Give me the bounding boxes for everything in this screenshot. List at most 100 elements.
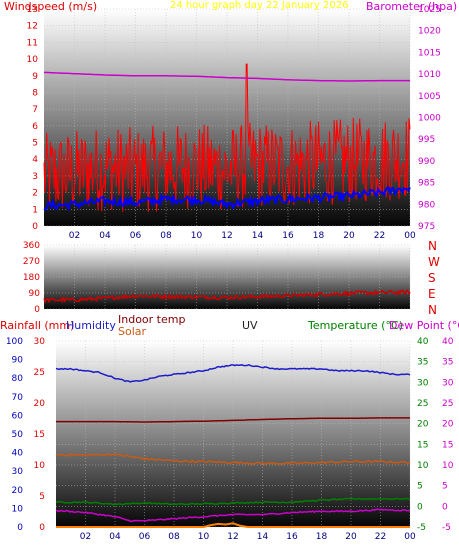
barometer-tick-label: 995 <box>418 135 435 145</box>
barometer-tick-label: 1000 <box>418 114 441 124</box>
barometer-axis-title: Barometer (hpa) <box>366 0 457 13</box>
x-tick-label: 06 <box>139 532 151 542</box>
temperature-tick-label: -5 <box>417 523 426 533</box>
windspeed-tick-label: 6 <box>32 122 38 132</box>
x-tick-label: 02 <box>69 231 80 241</box>
barometer-series <box>43 71 410 82</box>
humidity-tick-label: 0 <box>17 523 23 533</box>
x-tick-label: 16 <box>286 532 298 542</box>
windspeed-tick-label: 1 <box>32 205 38 215</box>
rainfall-tick-label: 15 <box>34 430 45 440</box>
wind-barometer-panel: 0123456789101112139759809859909951000100… <box>4 0 457 241</box>
dew-point-tick-label: 35 <box>442 358 453 368</box>
x-tick-label: 10 <box>191 231 203 241</box>
x-tick-label: 14 <box>257 532 269 542</box>
humidity-tick-label: 40 <box>12 449 24 459</box>
windspeed-series <box>43 185 411 212</box>
direction-tick-label: 270 <box>23 257 40 267</box>
humidity-tick-label: 100 <box>6 337 23 347</box>
windspeed-tick-label: 10 <box>27 55 39 65</box>
temperature-tick-label: 35 <box>417 358 428 368</box>
temperature-tick-label: 25 <box>417 399 428 409</box>
barometer-tick-label: 980 <box>418 200 435 210</box>
temperature-tick-label: 15 <box>417 440 428 450</box>
barometer-tick-label: 990 <box>418 157 435 167</box>
legend-rainfall: Rainfall (mm) <box>0 319 74 332</box>
humidity-tick-label: 20 <box>12 486 24 496</box>
barometer-tick-label: 1005 <box>418 92 441 102</box>
solar-series <box>55 452 411 466</box>
legend-humidity: Humidity <box>66 319 116 332</box>
dew-point-series <box>55 508 411 523</box>
humidity-tick-label: 60 <box>12 411 24 421</box>
windspeed-tick-label: 7 <box>32 105 38 115</box>
windspeed-tick-label: 4 <box>32 155 38 165</box>
compass-label: E <box>428 287 436 301</box>
compass-label: N <box>428 303 437 317</box>
direction-tick-label: 90 <box>29 289 41 299</box>
direction-tick-label: 0 <box>34 305 40 315</box>
windspeed-tick-label: 3 <box>32 172 38 182</box>
rainfall-tick-label: 10 <box>34 461 46 471</box>
windspeed-tick-label: 2 <box>32 189 38 199</box>
x-tick-label: 22 <box>375 532 386 542</box>
windgust-series <box>43 63 411 213</box>
humidity-tick-label: 30 <box>12 467 24 477</box>
barometer-tick-label: 1025 <box>418 5 441 15</box>
dew-point-tick-label: -5 <box>442 523 451 533</box>
rainfall-series <box>56 522 410 528</box>
rainfall-tick-label: 25 <box>34 368 45 378</box>
dew-point-tick-label: 25 <box>442 399 453 409</box>
dew-point-tick-label: 10 <box>442 461 454 471</box>
x-tick-label: 00 <box>404 532 416 542</box>
legend-indoor-temp: Indoor temp <box>118 313 185 326</box>
barometer-tick-label: 985 <box>418 179 435 189</box>
barometer-tick-label: 1010 <box>418 70 441 80</box>
humidity-tick-label: 50 <box>12 430 24 440</box>
x-tick-label: 12 <box>227 532 238 542</box>
compass-label: S <box>428 271 436 285</box>
temperature-tick-label: 0 <box>417 502 423 512</box>
x-tick-label: 14 <box>252 231 264 241</box>
windspeed-tick-label: 5 <box>32 139 38 149</box>
humidity-series <box>55 363 411 383</box>
rainfall-tick-label: 20 <box>34 399 46 409</box>
barometer-tick-label: 1015 <box>418 48 441 58</box>
x-tick-label: 04 <box>109 532 121 542</box>
humidity-tick-label: 80 <box>12 374 24 384</box>
x-tick-label: 06 <box>130 231 142 241</box>
windspeed-tick-label: 9 <box>32 72 38 82</box>
humidity-tick-label: 90 <box>12 356 24 366</box>
x-tick-label: 18 <box>316 532 328 542</box>
dew-point-tick-label: 5 <box>442 482 448 492</box>
legend-uv: UV <box>242 319 258 332</box>
rainfall-tick-label: 30 <box>34 337 46 347</box>
humidity-tick-label: 10 <box>12 504 24 514</box>
x-tick-label: 22 <box>374 231 385 241</box>
x-tick-label: 16 <box>282 231 294 241</box>
windspeed-tick-label: 12 <box>27 22 38 32</box>
windspeed-tick-label: 13 <box>27 5 38 15</box>
x-tick-label: 18 <box>313 231 325 241</box>
windspeed-tick-label: 11 <box>27 38 38 48</box>
x-tick-label: 08 <box>168 532 180 542</box>
x-tick-label: 04 <box>99 231 111 241</box>
windspeed-tick-label: 8 <box>32 88 38 98</box>
x-tick-label: 12 <box>221 231 232 241</box>
x-tick-label: 20 <box>345 532 357 542</box>
rainfall-tick-label: 5 <box>39 492 45 502</box>
compass-label: N <box>428 239 437 253</box>
temperature-tick-label: 20 <box>417 420 429 430</box>
barometer-tick-label: 975 <box>418 222 435 232</box>
humidity-tick-label: 70 <box>12 393 24 403</box>
chart-title: 24 hour graph day 22 January 2026 <box>170 0 348 11</box>
compass-label: W <box>428 255 440 269</box>
dew-point-tick-label: 20 <box>442 420 454 430</box>
dew-point-tick-label: 15 <box>442 440 453 450</box>
x-tick-label: 10 <box>198 532 210 542</box>
dew-point-tick-label: 0 <box>442 502 448 512</box>
windspeed-axis-title: Windspeed (m/s) <box>4 0 97 13</box>
temperature-tick-label: 40 <box>417 337 429 347</box>
